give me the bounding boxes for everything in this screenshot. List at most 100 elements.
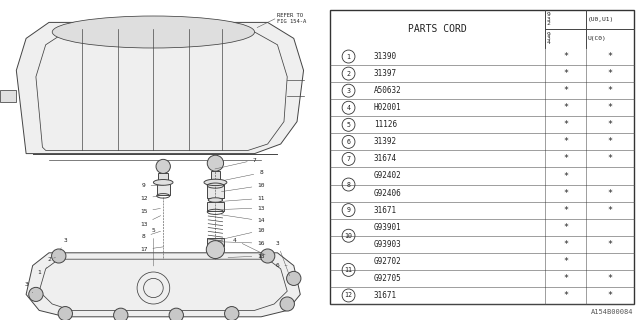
- Circle shape: [225, 307, 239, 320]
- Text: 6: 6: [276, 263, 287, 268]
- Text: 8: 8: [346, 181, 351, 188]
- Text: 31390: 31390: [374, 52, 397, 61]
- Text: 10: 10: [221, 228, 265, 239]
- Text: *: *: [607, 240, 612, 249]
- Text: *: *: [563, 69, 568, 78]
- Text: 11126: 11126: [374, 120, 397, 129]
- Text: 13: 13: [221, 205, 265, 211]
- Text: 1: 1: [37, 267, 47, 275]
- Text: 3: 3: [276, 241, 289, 276]
- Text: *: *: [607, 155, 612, 164]
- Text: 4: 4: [346, 105, 351, 111]
- Text: *: *: [563, 103, 568, 112]
- Circle shape: [113, 308, 128, 320]
- Text: *: *: [563, 257, 568, 266]
- Text: 3: 3: [24, 282, 33, 293]
- Text: 3: 3: [60, 237, 67, 250]
- Text: G92402: G92402: [374, 172, 402, 180]
- Circle shape: [280, 297, 294, 311]
- Bar: [207, 238, 223, 246]
- Polygon shape: [26, 253, 300, 317]
- Text: 5: 5: [346, 122, 351, 128]
- Text: *: *: [563, 155, 568, 164]
- Ellipse shape: [204, 179, 227, 186]
- Text: 13: 13: [140, 216, 161, 227]
- Bar: [158, 173, 168, 181]
- Text: 6: 6: [346, 139, 351, 145]
- Circle shape: [260, 249, 275, 263]
- Ellipse shape: [52, 16, 255, 48]
- Text: *: *: [563, 120, 568, 129]
- Text: *: *: [563, 172, 568, 180]
- Circle shape: [207, 155, 223, 171]
- Text: 2: 2: [346, 71, 351, 76]
- Text: *: *: [563, 52, 568, 61]
- Text: 15: 15: [140, 208, 161, 214]
- Bar: [207, 202, 223, 211]
- Text: 1: 1: [346, 53, 351, 60]
- Text: 9
3
2: 9 3 2: [547, 12, 550, 26]
- Ellipse shape: [154, 180, 173, 185]
- Text: 31392: 31392: [374, 137, 397, 146]
- Text: 31674: 31674: [374, 155, 397, 164]
- Text: *: *: [563, 86, 568, 95]
- Circle shape: [287, 271, 301, 285]
- Text: *: *: [607, 103, 612, 112]
- Text: 14: 14: [221, 215, 265, 223]
- Text: PARTS CORD: PARTS CORD: [408, 24, 467, 34]
- Polygon shape: [17, 22, 303, 154]
- Text: *: *: [607, 188, 612, 197]
- Text: U(C0): U(C0): [588, 36, 607, 41]
- Text: 7: 7: [215, 157, 257, 169]
- Text: 12: 12: [140, 196, 161, 201]
- Text: *: *: [563, 206, 568, 215]
- Text: G92406: G92406: [374, 188, 402, 197]
- Circle shape: [156, 159, 170, 173]
- Text: *: *: [563, 223, 568, 232]
- Ellipse shape: [208, 198, 223, 202]
- Circle shape: [206, 241, 225, 259]
- Text: 11: 11: [344, 267, 353, 273]
- Circle shape: [29, 287, 43, 301]
- Text: H02001: H02001: [374, 103, 402, 112]
- Text: *: *: [563, 240, 568, 249]
- Text: *: *: [607, 120, 612, 129]
- Text: *: *: [563, 137, 568, 146]
- Bar: [207, 184, 223, 198]
- Text: 11: 11: [221, 196, 265, 201]
- Text: A50632: A50632: [374, 86, 402, 95]
- Text: *: *: [563, 291, 568, 300]
- Text: G92702: G92702: [374, 257, 402, 266]
- Text: 31671: 31671: [374, 291, 397, 300]
- Text: 10: 10: [344, 233, 353, 239]
- Text: G93901: G93901: [374, 223, 402, 232]
- Text: 31671: 31671: [374, 206, 397, 215]
- Bar: [157, 184, 170, 195]
- Text: 7: 7: [346, 156, 351, 162]
- Text: 4: 4: [233, 237, 265, 255]
- Text: (U0,U1): (U0,U1): [588, 17, 614, 22]
- Text: 18: 18: [228, 253, 265, 259]
- Bar: [211, 171, 220, 179]
- Text: 12: 12: [344, 292, 353, 299]
- Text: 3: 3: [346, 88, 351, 94]
- Text: G93903: G93903: [374, 240, 402, 249]
- Text: 9
3
4: 9 3 4: [547, 31, 550, 45]
- Text: 31397: 31397: [374, 69, 397, 78]
- Circle shape: [58, 307, 72, 320]
- Text: *: *: [607, 274, 612, 283]
- Text: *: *: [563, 188, 568, 197]
- Text: *: *: [563, 274, 568, 283]
- Polygon shape: [0, 90, 17, 102]
- Text: 9: 9: [346, 207, 351, 213]
- Text: 16: 16: [218, 241, 265, 246]
- Text: *: *: [607, 137, 612, 146]
- Circle shape: [52, 249, 66, 263]
- Text: A154B00084: A154B00084: [591, 309, 634, 315]
- Text: *: *: [607, 86, 612, 95]
- Text: 9: 9: [141, 183, 164, 188]
- Text: 8: 8: [141, 231, 161, 239]
- Text: 2: 2: [47, 257, 56, 262]
- Text: *: *: [607, 52, 612, 61]
- Text: REFER TO
FIG 154-A: REFER TO FIG 154-A: [278, 13, 307, 24]
